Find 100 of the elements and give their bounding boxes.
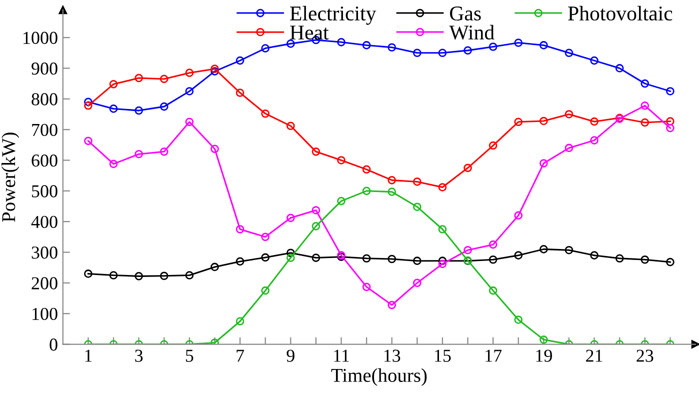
x-axis-title: Time(hours) — [331, 368, 427, 386]
point — [362, 165, 371, 174]
point — [488, 286, 498, 295]
point — [388, 300, 396, 310]
point — [640, 79, 650, 88]
x-tick-label: 13 — [384, 350, 400, 362]
x-tick-label: 19 — [536, 350, 552, 362]
y-tick-label: 200 — [32, 277, 58, 290]
y-tick-label: 0 — [50, 338, 58, 351]
point — [388, 188, 396, 196]
point — [286, 122, 295, 130]
point — [261, 253, 270, 262]
point — [337, 156, 346, 164]
x-tick-label: 1 — [85, 350, 92, 362]
point — [488, 240, 498, 249]
point — [438, 225, 447, 234]
point — [412, 256, 422, 266]
point — [464, 164, 472, 172]
x-tick-label: 17 — [486, 350, 502, 362]
point — [438, 48, 447, 58]
x-tick-label: 5 — [186, 350, 194, 362]
x-tick-label: 7 — [236, 350, 244, 362]
x-tick-label: 3 — [135, 350, 143, 362]
point — [590, 56, 598, 65]
legend-label: Wind — [449, 24, 494, 40]
point — [438, 256, 447, 266]
point — [109, 104, 118, 113]
x-tick-label: 15 — [435, 350, 451, 362]
point — [666, 124, 674, 132]
x-tick-label: 11 — [334, 350, 349, 362]
point — [185, 68, 194, 77]
y-tick-label: 600 — [32, 154, 58, 167]
point — [84, 98, 92, 106]
point — [615, 254, 624, 263]
point — [412, 278, 422, 288]
legend-label: Gas — [450, 6, 481, 21]
point — [84, 101, 92, 110]
y-tick-label: 300 — [32, 246, 58, 259]
point — [540, 245, 548, 254]
point — [540, 159, 548, 168]
x-tick-label: 9 — [286, 350, 294, 362]
point — [666, 117, 674, 126]
point — [312, 206, 320, 214]
point — [388, 43, 396, 52]
point — [514, 211, 523, 220]
point — [514, 251, 523, 260]
point — [590, 136, 598, 144]
point — [261, 232, 270, 242]
point — [84, 270, 92, 278]
point — [286, 248, 295, 258]
point — [261, 44, 270, 52]
point — [488, 141, 498, 150]
point — [564, 48, 574, 58]
point — [640, 255, 650, 264]
point — [540, 336, 548, 344]
x-tick-label: 21 — [586, 350, 602, 362]
point — [210, 338, 219, 344]
point — [438, 260, 447, 268]
y-axis-title: Power(kW) — [2, 132, 20, 222]
point — [388, 254, 396, 264]
point — [160, 74, 168, 84]
point — [210, 262, 219, 272]
y-tick-label: 500 — [32, 185, 58, 198]
legend-label: Electricity — [290, 6, 376, 25]
legend-label: Photovoltaic — [568, 6, 672, 21]
point — [160, 102, 168, 111]
point — [412, 202, 422, 212]
point — [540, 41, 548, 50]
point — [236, 257, 244, 266]
point — [412, 178, 422, 186]
point — [412, 48, 422, 58]
point — [109, 160, 118, 168]
point — [312, 222, 320, 230]
point — [488, 255, 498, 264]
point — [514, 38, 523, 47]
point — [666, 258, 674, 266]
y-tick-label: 1000 — [24, 32, 58, 44]
point — [134, 74, 143, 82]
point — [564, 144, 574, 152]
point — [312, 147, 320, 156]
legend-label: Heat — [290, 26, 329, 40]
point — [134, 272, 143, 280]
point — [312, 254, 320, 262]
point — [210, 67, 219, 76]
point — [514, 118, 523, 126]
point — [590, 117, 598, 126]
y-tick-label: 100 — [32, 308, 58, 320]
point — [564, 246, 574, 254]
point — [134, 106, 143, 115]
point — [236, 56, 244, 65]
point — [640, 118, 650, 127]
point — [388, 176, 396, 184]
point — [590, 251, 598, 260]
point — [286, 214, 295, 222]
point — [261, 109, 270, 118]
point — [514, 316, 523, 324]
point — [185, 118, 194, 126]
point — [615, 64, 624, 72]
point — [210, 144, 219, 154]
point — [210, 64, 219, 74]
